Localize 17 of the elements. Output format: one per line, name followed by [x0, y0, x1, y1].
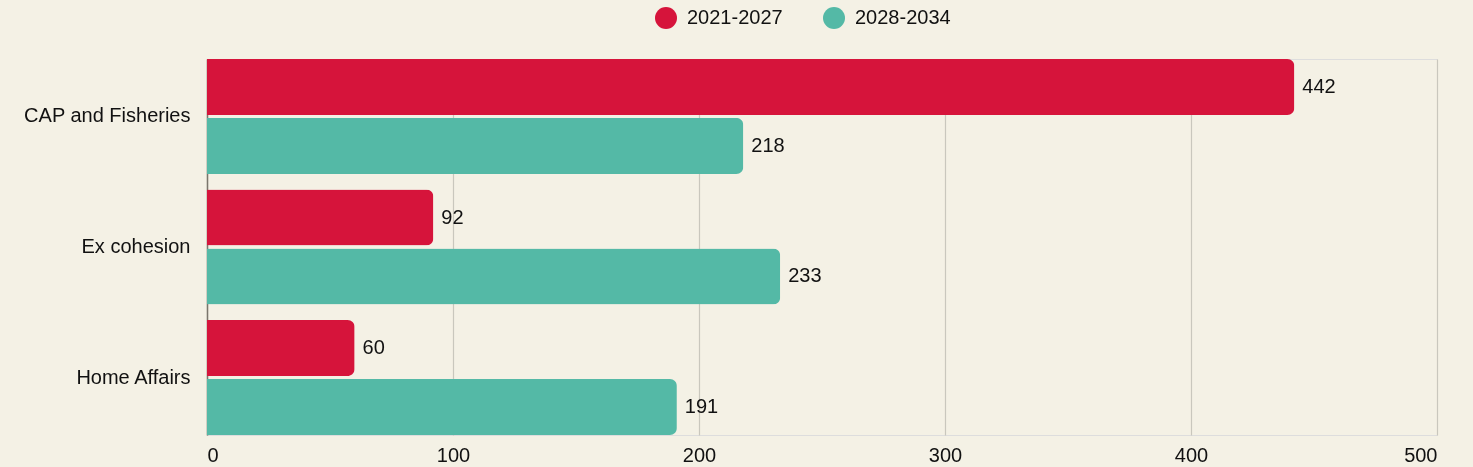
x-tick-label: 500 [1404, 443, 1438, 466]
legend-label: 2028-2034 [855, 6, 951, 28]
x-tick-label: 300 [928, 443, 963, 466]
data-label: 233 [788, 264, 822, 287]
y-tick-label: Home Affairs [76, 365, 191, 388]
data-label: 60 [362, 336, 385, 359]
x-tick-label: 400 [1174, 443, 1209, 466]
data-label: 442 [1302, 74, 1336, 97]
x-tick-label: 100 [436, 443, 471, 466]
data-label: 218 [751, 133, 785, 156]
data-label: 191 [684, 395, 719, 418]
y-tick-label: Ex cohesion [81, 235, 191, 257]
x-tick-label: 0 [207, 443, 219, 466]
data-label: 92 [441, 205, 464, 228]
y-tick-label: CAP and Fisheries [24, 104, 191, 127]
x-tick-label: 200 [682, 443, 717, 466]
legend-label: 2021-2027 [687, 6, 783, 28]
